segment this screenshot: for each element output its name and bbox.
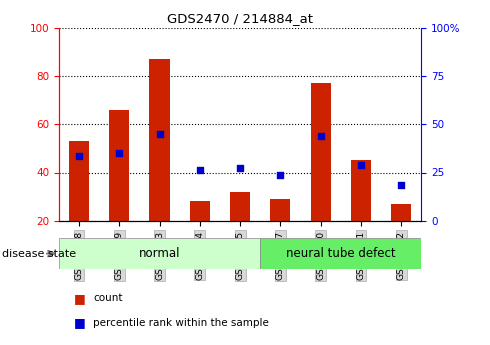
Text: disease state: disease state	[2, 249, 76, 258]
Bar	[391, 204, 411, 221]
Point	[196, 167, 204, 173]
Bar	[260, 238, 421, 269]
Bar	[351, 160, 371, 221]
Bar	[69, 141, 89, 221]
Point	[317, 134, 324, 139]
Text: count: count	[93, 294, 122, 303]
Bar	[230, 192, 250, 221]
Bar	[59, 238, 260, 269]
Text: ■: ■	[74, 292, 85, 305]
Bar	[149, 59, 170, 221]
Point	[156, 131, 164, 137]
Point	[236, 165, 244, 170]
Point	[397, 182, 405, 187]
Text: ■: ■	[74, 316, 85, 329]
Text: neural tube defect: neural tube defect	[286, 247, 395, 260]
Text: normal: normal	[139, 247, 180, 260]
Point	[115, 150, 123, 156]
Point	[276, 172, 284, 178]
Point	[357, 162, 365, 168]
Bar	[190, 201, 210, 221]
Point	[75, 153, 83, 158]
Bar	[311, 83, 331, 221]
Bar	[109, 110, 129, 221]
Title: GDS2470 / 214884_at: GDS2470 / 214884_at	[167, 12, 313, 25]
Text: percentile rank within the sample: percentile rank within the sample	[93, 318, 269, 327]
Bar	[270, 199, 291, 221]
